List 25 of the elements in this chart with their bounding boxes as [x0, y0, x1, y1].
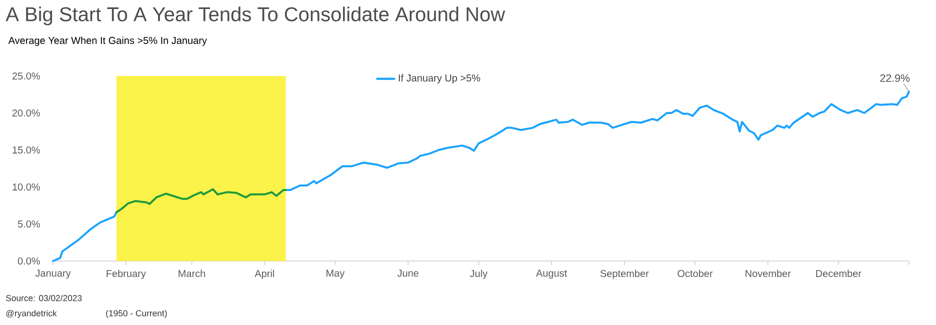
- x-tick-label: December: [816, 270, 862, 278]
- annotation: 22.9%: [880, 74, 910, 82]
- x-tick-label: July: [470, 270, 488, 280]
- x-tick-label: March: [178, 270, 205, 278]
- source-note: Source: 03/02/2023: [6, 294, 82, 302]
- y-tick-label: 10.0%: [12, 183, 40, 191]
- x-tick-label: April: [254, 270, 274, 280]
- y-tick-label: 25.0%: [12, 72, 40, 80]
- x-tick-label: October: [678, 270, 713, 278]
- x-tick-label: January: [35, 270, 71, 279]
- x-tick-label: May: [326, 270, 345, 279]
- legend-label: If January Up >5%: [398, 74, 480, 84]
- y-tick-label: 0.0%: [18, 257, 40, 265]
- x-tick-label: September: [600, 270, 649, 280]
- x-tick-label: February: [106, 270, 146, 280]
- text: (1950 - Current): [106, 310, 167, 318]
- text: @ryandetrick: [6, 310, 57, 318]
- y-tick-label: 20.0%: [12, 109, 40, 117]
- x-tick-label: June: [397, 270, 419, 277]
- x-tick-label: November: [746, 270, 791, 278]
- chart-subtitle: Average Year When It Gains >5% In January: [8, 36, 207, 46]
- chart-title: A Big Start To A Year Tends To Consolidate Around Now: [6, 6, 506, 26]
- x-tick-label: August: [536, 270, 568, 279]
- y-tick-label: 15.0%: [12, 146, 40, 154]
- y-tick-label: 5.0%: [18, 220, 40, 228]
